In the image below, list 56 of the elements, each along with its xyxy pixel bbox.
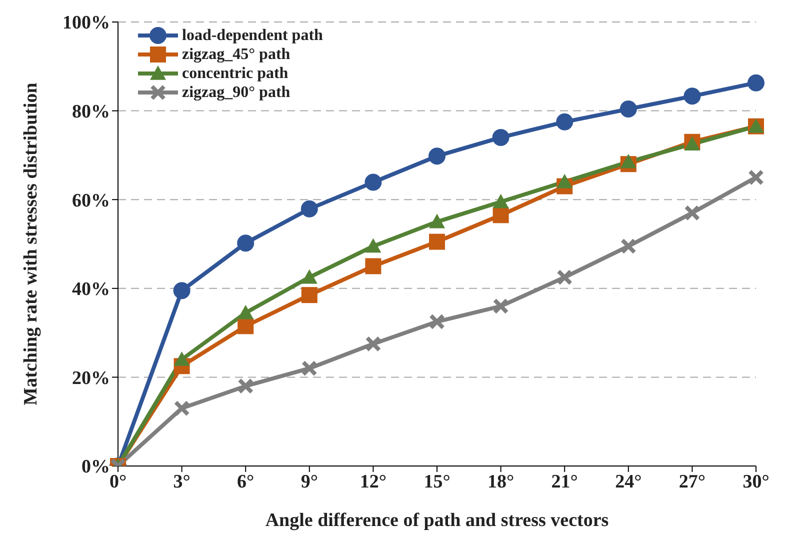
point: [365, 238, 382, 253]
x-tick-label: 9°: [300, 471, 318, 492]
point: [748, 169, 764, 186]
point: [492, 194, 509, 208]
x-tick-label: 21°: [551, 471, 578, 492]
y-tick-label: 0%: [82, 456, 110, 478]
point: [492, 128, 510, 146]
point: [238, 378, 254, 394]
x-tick-label: 18°: [487, 471, 514, 492]
x-tick-label: 30°: [742, 471, 770, 492]
point: [492, 207, 509, 224]
legend-label: zigzag_45° path: [182, 45, 290, 64]
point: [748, 74, 764, 92]
point: [556, 113, 574, 130]
legend-label: load-dependent path: [182, 26, 323, 45]
x-tick-label: 12°: [360, 471, 387, 492]
x-tick-label: 24°: [615, 471, 642, 492]
y-tick-label: 20%: [72, 368, 110, 389]
point: [365, 258, 382, 274]
point: [174, 351, 190, 366]
x-tick-label: 27°: [678, 471, 706, 492]
point: [492, 298, 509, 314]
point: [556, 174, 573, 188]
point: [238, 318, 254, 334]
point: [300, 200, 318, 218]
x-tick-label: 15°: [424, 471, 450, 492]
y-tick-label: 40%: [72, 279, 110, 300]
x-tick-label: 3°: [173, 471, 190, 492]
point: [238, 304, 254, 320]
point: [237, 234, 254, 252]
y-axis-title: Matching rate with stresses distribution: [20, 82, 42, 406]
point: [364, 174, 382, 191]
x-tick-label: 0°: [109, 471, 127, 492]
point: [429, 214, 445, 228]
point: [556, 269, 573, 286]
point: [620, 238, 636, 254]
legend-label: concentric path: [182, 64, 288, 83]
point: [429, 234, 445, 250]
point: [365, 336, 382, 352]
point: [620, 100, 637, 118]
x-tick-label: 6°: [237, 471, 254, 492]
legend-label: zigzag_90° path: [182, 83, 290, 102]
point: [428, 148, 446, 165]
point: [684, 204, 700, 221]
y-tick-label: 80%: [72, 102, 110, 123]
point: [174, 400, 190, 416]
y-tick-label: 60%: [72, 190, 110, 212]
point: [173, 282, 190, 300]
point: [620, 154, 636, 168]
point: [429, 314, 445, 330]
x-axis-title: Angle difference of path and stress vectors: [265, 510, 609, 531]
point: [684, 88, 701, 105]
y-tick-label: 100%: [62, 12, 110, 34]
point: [301, 360, 318, 376]
point: [301, 269, 318, 284]
point: [301, 287, 318, 304]
